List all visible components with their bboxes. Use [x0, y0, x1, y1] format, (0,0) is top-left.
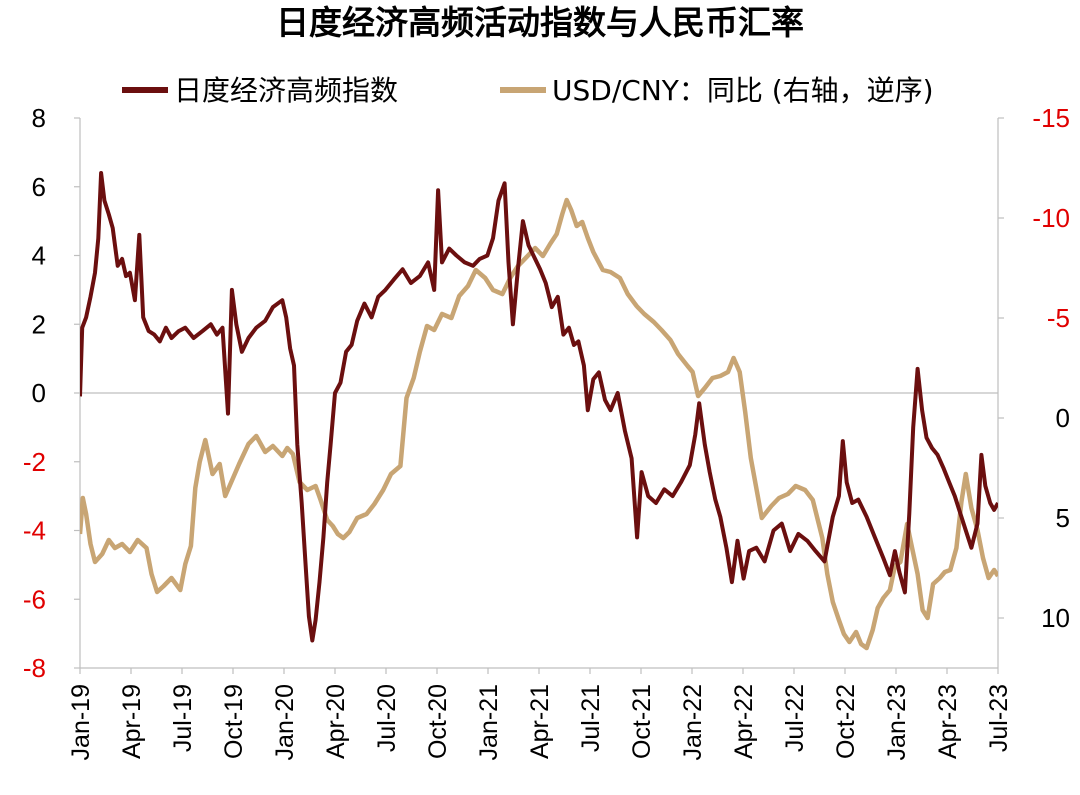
- x-tick-label: Jul-22: [781, 684, 809, 752]
- axes: [79, 118, 999, 669]
- series-line-usdcny: [80, 197, 998, 651]
- left-tick-label: 8: [32, 103, 46, 133]
- right-tick-label: -5: [1047, 303, 1070, 333]
- left-tick-label: -6: [23, 584, 46, 614]
- x-tick-label: Oct-19: [220, 684, 248, 759]
- right-tick-label: 0: [1056, 403, 1070, 433]
- right-tick-label: 10: [1041, 603, 1070, 633]
- x-tick-label: Jul-21: [577, 684, 605, 752]
- x-tick-label: Jan-20: [271, 684, 299, 760]
- right-tick-label: -10: [1032, 203, 1070, 233]
- left-tick-label: -2: [23, 447, 46, 477]
- left-axis-ticks: 8 6 4 2 0 -2 -4 -6 -8: [23, 103, 80, 683]
- x-tick-label: Jul-19: [169, 684, 197, 752]
- chart-title: 日度经济高频活动指数与人民币汇率: [276, 3, 804, 42]
- left-tick-label: 6: [32, 172, 46, 202]
- x-tick-label: Apr-20: [322, 684, 350, 759]
- x-tick-label: Apr-21: [526, 684, 554, 759]
- x-tick-label: Apr-23: [934, 684, 962, 759]
- right-tick-label: -15: [1032, 103, 1070, 133]
- plot-lines: [80, 171, 998, 651]
- x-axis-ticks: Jan-19 Apr-19 Jul-19 Oct-19 Jan-20 Apr-20 Jul-…: [67, 668, 1013, 760]
- x-tick-label: Jan-21: [475, 684, 503, 760]
- left-tick-label: 4: [32, 241, 46, 271]
- x-tick-label: Apr-19: [118, 684, 146, 759]
- x-tick-label: Jul-23: [985, 684, 1013, 752]
- series-line-index: [80, 171, 998, 643]
- x-tick-label: Apr-22: [730, 684, 758, 759]
- right-axis-ticks: -15 -10 -5 0 5 10: [998, 103, 1070, 633]
- left-tick-label: 0: [32, 378, 46, 408]
- x-tick-label: Jan-19: [67, 684, 95, 760]
- x-tick-label: Oct-21: [628, 684, 656, 759]
- x-tick-label: Jan-22: [679, 684, 707, 760]
- left-tick-label: 2: [32, 309, 46, 339]
- x-tick-label: Jan-23: [883, 684, 911, 760]
- legend-label-index: 日度经济高频指数: [174, 74, 398, 107]
- legend-label-usdcny: USD/CNY：同比 (右轴，逆序): [552, 74, 934, 107]
- legend: 日度经济高频指数 USD/CNY：同比 (右轴，逆序): [122, 74, 934, 107]
- x-tick-label: Oct-20: [424, 684, 452, 759]
- left-tick-label: -8: [23, 653, 46, 683]
- x-tick-label: Oct-22: [832, 684, 860, 759]
- x-tick-label: Jul-20: [373, 684, 401, 752]
- left-tick-label: -4: [23, 516, 46, 546]
- right-tick-label: 5: [1056, 503, 1070, 533]
